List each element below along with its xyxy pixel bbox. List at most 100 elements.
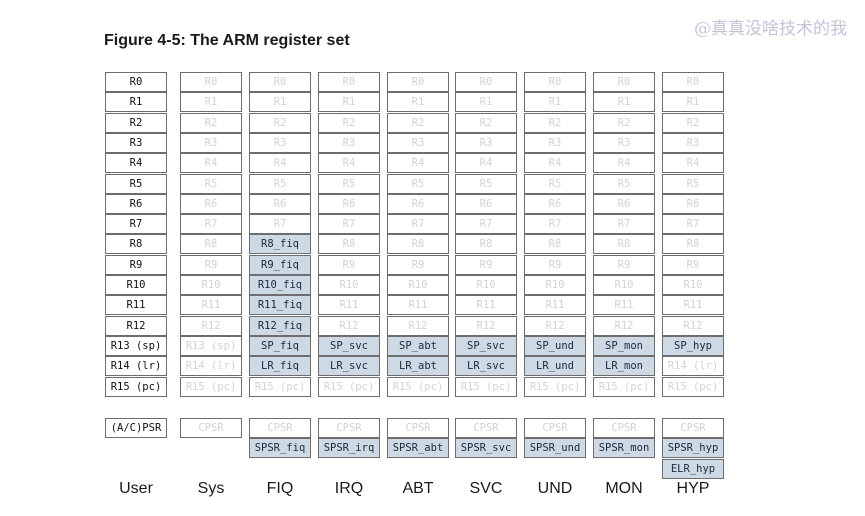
mode-label: ABT [402,480,434,497]
register-cell: LR_fiq [249,356,311,377]
register-cell: R9 [180,254,242,275]
register-cell: R5 [249,173,311,194]
register-cell: R3 [105,132,167,153]
register-cell: R2 [593,112,655,133]
register-cell: R6 [249,193,311,214]
register-cell: R7 [593,214,655,235]
register-cell: R0 [249,72,311,92]
register-cell: R9 [662,254,724,275]
register-cell: LR_abt [387,356,449,377]
register-cell: LR_svc [455,356,517,377]
register-cell: R4 [105,153,167,174]
register-cell: LR_und [524,356,586,377]
register-cell: R6 [105,193,167,214]
register-cell: R13 (sp) [180,335,242,356]
register-cell: R5 [455,173,517,194]
register-cell: LR_svc [318,356,380,377]
register-cell: R3 [387,132,449,153]
mode-label: HYP [676,480,710,497]
register-cell: R4 [455,153,517,174]
register-cell: R5 [524,173,586,194]
register-cell: R15 (pc) [249,376,311,397]
psr-cell: CPSR [387,418,449,438]
register-cell: R12 [593,315,655,336]
register-cell: R0 [455,72,517,92]
register-cell: R1 [387,92,449,113]
register-cell: R3 [455,132,517,153]
register-cell: R15 (pc) [662,376,724,397]
register-cell: R8 [455,234,517,255]
register-cell: R10 [180,275,242,295]
psr-cell: SPSR_fiq [249,438,311,459]
register-cell: R7 [662,214,724,235]
register-cell: R2 [387,112,449,133]
register-cell: R8_fiq [249,234,311,255]
register-cell: R11 [662,295,724,316]
psr-cell: CPSR [180,418,242,438]
register-cell: R15 (pc) [455,376,517,397]
register-cell: R7 [318,214,380,235]
register-cell: R1 [318,92,380,113]
register-cell: R12 [387,315,449,336]
register-cell: R2 [249,112,311,133]
mode-label: MON [605,480,643,497]
register-cell: SP_svc [455,335,517,356]
figure-title: Figure 4-5: The ARM register set [104,32,350,49]
psr-cell: CPSR [455,418,517,438]
register-cell: R10_fiq [249,275,311,295]
register-cell: R13 (sp) [105,335,167,356]
register-cell: R12 [662,315,724,336]
register-cell: SP_und [524,335,586,356]
register-cell: R12 [455,315,517,336]
watermark: @真真没啥技术的我 [694,19,847,39]
psr-cell: SPSR_abt [387,438,449,459]
register-cell: R6 [524,193,586,214]
register-cell: R10 [593,275,655,295]
register-cell: R14 (lr) [105,356,167,377]
register-cell: R14 (lr) [662,356,724,377]
mode-label: FIQ [266,480,294,497]
register-cell: R1 [593,92,655,113]
psr-cell: ELR_hyp [662,458,724,479]
psr-cell: CPSR [318,418,380,438]
register-cell: R0 [318,72,380,92]
register-cell: R4 [387,153,449,174]
register-cell: R2 [318,112,380,133]
mode-label: User [119,480,153,497]
register-cell: R2 [105,112,167,133]
register-cell: R9 [387,254,449,275]
register-cell: R1 [524,92,586,113]
register-cell: R5 [593,173,655,194]
register-cell: R12 [180,315,242,336]
register-cell: R11 [593,295,655,316]
register-cell: R5 [180,173,242,194]
register-cell: SP_hyp [662,335,724,356]
register-cell: R1 [249,92,311,113]
register-cell: R0 [105,72,167,92]
register-cell: R2 [524,112,586,133]
register-cell: R4 [524,153,586,174]
register-cell: R4 [249,153,311,174]
register-cell: R7 [105,214,167,235]
register-cell: R9 [524,254,586,275]
register-cell: SP_mon [593,335,655,356]
register-cell: R0 [387,72,449,92]
register-cell: R10 [387,275,449,295]
register-cell: R5 [318,173,380,194]
register-cell: R7 [180,214,242,235]
register-cell: R2 [662,112,724,133]
psr-cell: SPSR_svc [455,438,517,459]
register-cell: R7 [387,214,449,235]
psr-cell: SPSR_hyp [662,438,724,459]
register-cell: R11 [180,295,242,316]
register-cell: R3 [593,132,655,153]
register-cell: R8 [180,234,242,255]
register-cell: R0 [524,72,586,92]
psr-cell: CPSR [249,418,311,438]
register-cell: R12 [318,315,380,336]
register-cell: R15 (pc) [593,376,655,397]
register-cell: R10 [524,275,586,295]
register-cell: R1 [662,92,724,113]
register-cell: R6 [318,193,380,214]
register-cell: R5 [387,173,449,194]
